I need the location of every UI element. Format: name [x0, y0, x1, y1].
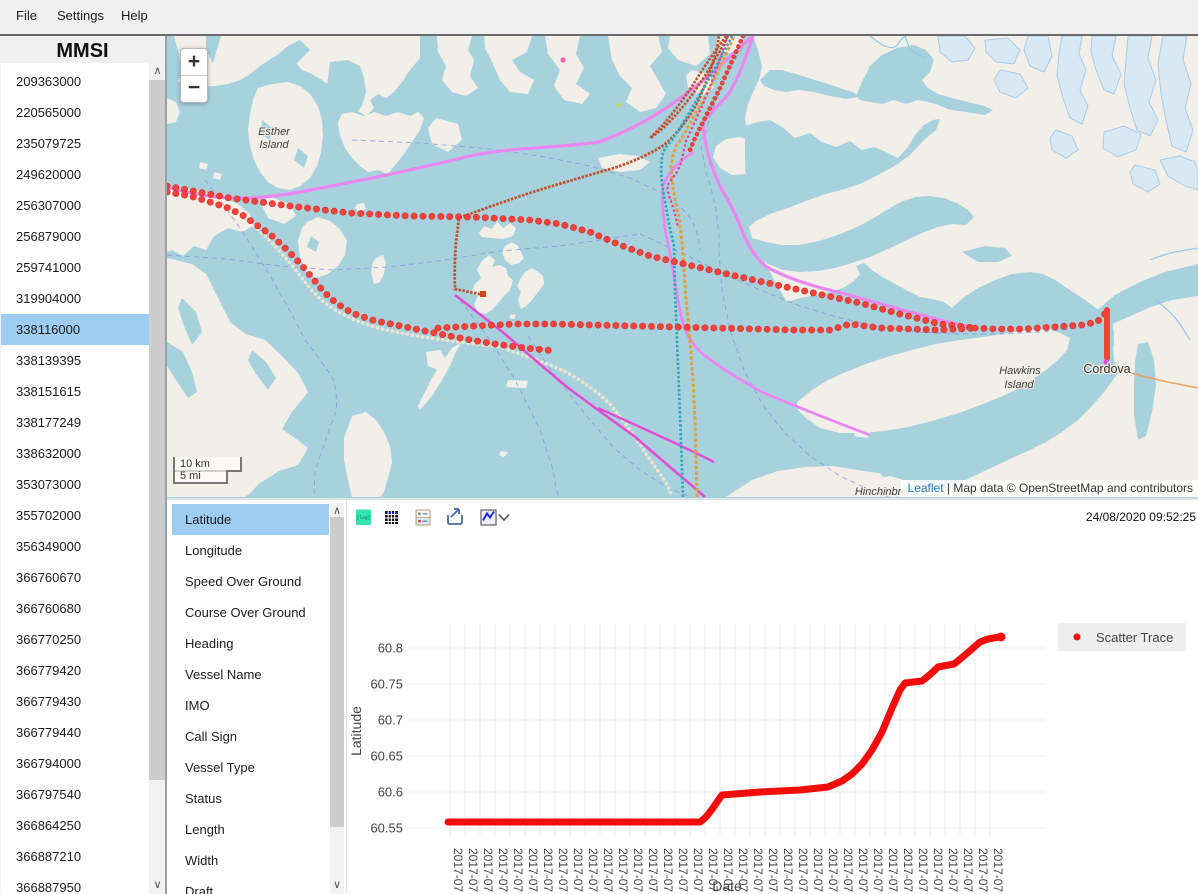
svg-text:2017-07: 2017-07	[901, 848, 915, 892]
svg-text:2017-07: 2017-07	[946, 848, 960, 892]
svg-text:2017-07: 2017-07	[631, 848, 645, 892]
svg-text:2017-07: 2017-07	[781, 848, 795, 892]
svg-text:2017-07: 2017-07	[601, 848, 615, 892]
svg-text:2017-07: 2017-07	[706, 848, 720, 892]
svg-text:2017-07: 2017-07	[676, 848, 690, 892]
svg-text:2017-07: 2017-07	[646, 848, 660, 892]
svg-text:2017-07: 2017-07	[811, 848, 825, 892]
svg-text:2017-07: 2017-07	[481, 848, 495, 892]
svg-text:Island: Island	[1004, 379, 1034, 391]
svg-text:Island: Island	[259, 139, 289, 151]
svg-text:2017-07: 2017-07	[916, 848, 930, 892]
svg-text:2017-07: 2017-07	[721, 848, 735, 892]
svg-text:2017-07: 2017-07	[961, 848, 975, 892]
svg-text:Date: Date	[712, 878, 742, 894]
svg-text:2017-07: 2017-07	[556, 848, 570, 892]
svg-text:2017-07: 2017-07	[616, 848, 630, 892]
svg-text:2017-07: 2017-07	[496, 848, 510, 892]
svg-text:60.65: 60.65	[370, 749, 403, 764]
svg-text:2017-07: 2017-07	[751, 848, 765, 892]
svg-text:Hawkins: Hawkins	[999, 365, 1041, 377]
svg-text:60.7: 60.7	[378, 713, 403, 728]
svg-text:60.6: 60.6	[378, 785, 403, 800]
svg-text:60.55: 60.55	[370, 821, 403, 836]
svg-text:[log]: [log]	[357, 515, 371, 521]
svg-text:2017-07: 2017-07	[661, 848, 675, 892]
svg-text:Cordova: Cordova	[1083, 362, 1130, 376]
svg-text:2017-07: 2017-07	[796, 848, 810, 892]
svg-text:2017-07: 2017-07	[451, 848, 465, 892]
svg-text:2017-07: 2017-07	[886, 848, 900, 892]
svg-text:2017-07: 2017-07	[871, 848, 885, 892]
svg-text:2017-07: 2017-07	[856, 848, 870, 892]
svg-text:2017-07: 2017-07	[511, 848, 525, 892]
svg-text:Esther: Esther	[258, 126, 291, 138]
svg-text:2017-07: 2017-07	[466, 848, 480, 892]
svg-text:2017-07: 2017-07	[571, 848, 585, 892]
svg-text:2017-07: 2017-07	[691, 848, 705, 892]
svg-text:2017-07: 2017-07	[976, 848, 990, 892]
svg-text:2017-07: 2017-07	[526, 848, 540, 892]
svg-text:2017-07: 2017-07	[841, 848, 855, 892]
svg-text:60.75: 60.75	[370, 677, 403, 692]
svg-text:2017-07: 2017-07	[931, 848, 945, 892]
svg-text:2017-07: 2017-07	[736, 848, 750, 892]
svg-text:2017-07: 2017-07	[586, 848, 600, 892]
svg-text:2017-07: 2017-07	[826, 848, 840, 892]
svg-text:2017-07: 2017-07	[766, 848, 780, 892]
svg-text:60.8: 60.8	[378, 641, 403, 656]
svg-text:2017-07: 2017-07	[541, 848, 555, 892]
svg-text:2017-07: 2017-07	[991, 848, 1005, 892]
svg-text:Latitude: Latitude	[348, 706, 364, 756]
svg-text:Scatter Trace: Scatter Trace	[1096, 630, 1173, 645]
